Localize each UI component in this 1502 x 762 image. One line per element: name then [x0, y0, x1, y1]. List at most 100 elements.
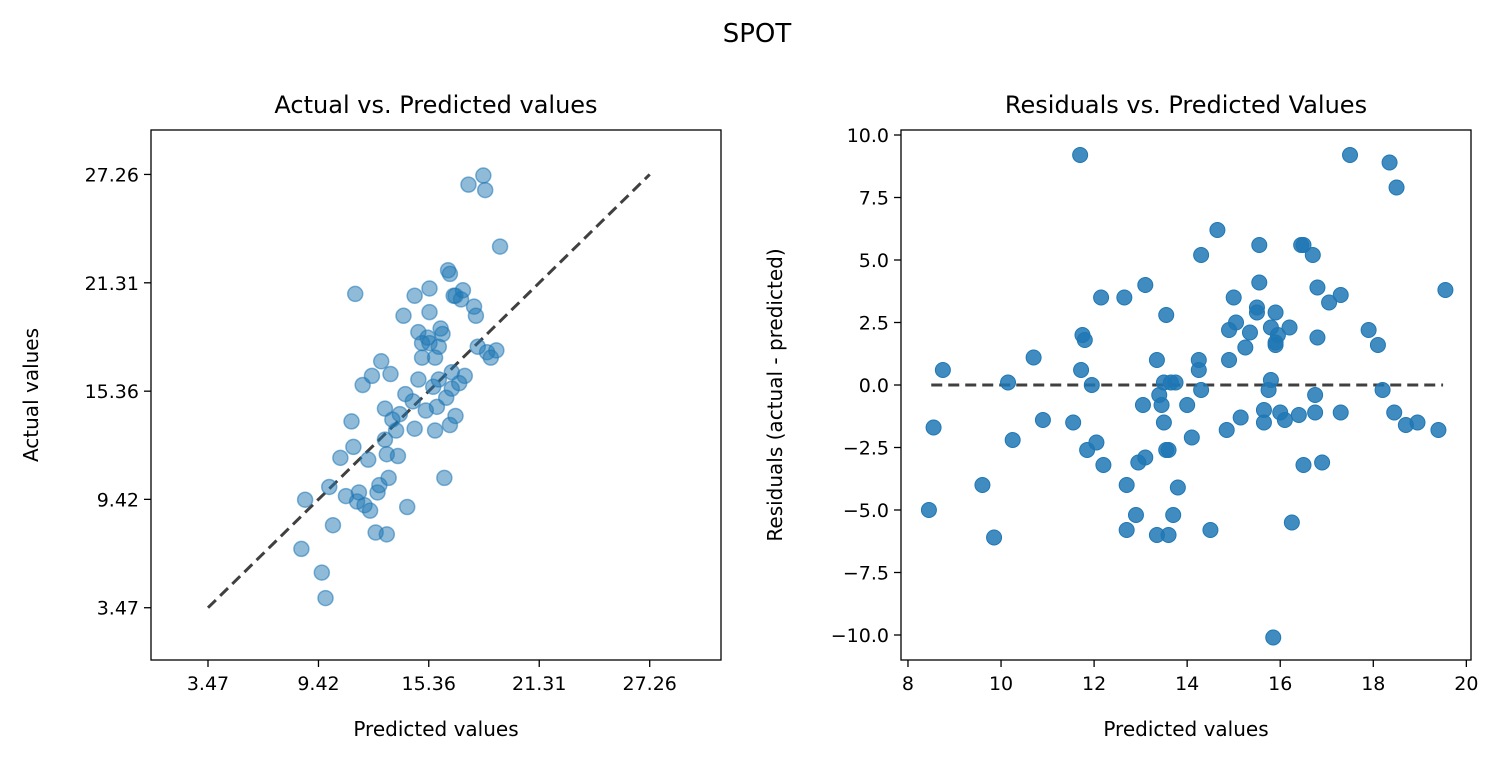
- right-x-tick-label: 10: [989, 673, 1013, 695]
- right-scatter-point: [1221, 352, 1238, 368]
- left-scatter-point: [421, 280, 438, 297]
- right-y-tick-label: 2.5: [859, 313, 889, 335]
- right-scatter-point: [1295, 237, 1312, 253]
- right-scatter-point: [1193, 382, 1210, 398]
- left-scatter-point: [293, 540, 310, 558]
- right-scatter-point: [1095, 457, 1112, 473]
- right-scatter-point: [1118, 477, 1135, 493]
- right-scatter-point: [1158, 307, 1175, 323]
- right-scatter-point: [925, 419, 942, 436]
- left-scatter-point: [317, 589, 334, 607]
- left-scatter-point: [313, 564, 331, 581]
- right-scatter-point: [1093, 289, 1110, 306]
- right-scatter-point: [1025, 349, 1042, 366]
- left-scatter-point: [324, 516, 342, 534]
- right-scatter-point: [1165, 507, 1182, 523]
- right-y-tick-label: −5.0: [843, 500, 889, 522]
- right-x-tick-label: 16: [1268, 673, 1292, 695]
- left-scatter-point: [467, 307, 485, 325]
- right-scatter-point: [1241, 324, 1258, 341]
- left-scatter-point: [488, 342, 505, 359]
- residuals-vs-predicted-panel: Residuals vs. Predicted Values 8 10 12 14 16…: [763, 91, 1478, 741]
- left-scatter-point: [382, 365, 399, 383]
- right-y-axis-label: Residuals (actual - predicted): [763, 248, 787, 541]
- left-scatter-point: [476, 181, 494, 199]
- right-scatter-point: [1190, 362, 1207, 378]
- left-scatter-point: [426, 422, 444, 439]
- right-scatter-point: [1437, 282, 1454, 298]
- right-scatter-point: [1137, 449, 1154, 466]
- right-x-tick-label: 8: [902, 673, 914, 695]
- left-scatter-point: [387, 422, 405, 439]
- right-scatter-point: [1134, 397, 1151, 413]
- left-scatter-point: [320, 478, 338, 496]
- right-y-tick-label: 5.0: [859, 250, 889, 272]
- left-scatter-point: [475, 167, 492, 184]
- left-scatter-point: [372, 353, 390, 370]
- right-scatter-point: [1034, 412, 1051, 428]
- left-y-tick-label: 9.42: [97, 489, 139, 511]
- right-scatter-point: [1304, 247, 1321, 263]
- right-scatter-point: [1148, 352, 1165, 368]
- left-x-axis-label: Predicted values: [353, 717, 518, 741]
- right-scatter-point: [1193, 247, 1210, 263]
- right-scatter-point: [974, 477, 991, 493]
- figure-suptitle: SPOT: [723, 19, 792, 49]
- right-scatter-point: [1267, 304, 1284, 321]
- right-scatter-point: [1281, 319, 1298, 336]
- left-scatter-point: [361, 502, 379, 519]
- right-scatter-point: [1004, 432, 1021, 448]
- left-scatter-point: [430, 371, 448, 388]
- right-scatter-point: [1276, 412, 1293, 428]
- right-x-axis-label: Predicted values: [1103, 717, 1268, 741]
- left-scatter-point: [343, 413, 360, 430]
- right-x-tick-label: 18: [1361, 673, 1385, 695]
- right-scatter-point: [1265, 629, 1282, 646]
- right-y-tick-label: 10.0: [847, 125, 889, 147]
- left-scatter-point: [460, 176, 477, 193]
- right-scatter-point: [1332, 287, 1349, 303]
- right-scatter-point: [986, 529, 1003, 546]
- right-scatter-point: [1332, 404, 1349, 421]
- left-scatter-point: [378, 526, 396, 543]
- left-scatter-point: [380, 469, 397, 487]
- right-scatter-point: [1321, 294, 1338, 311]
- right-scatter-point: [1076, 332, 1093, 348]
- left-y-tick-label: 15.36: [85, 381, 139, 403]
- left-x-tick-label: 3.47: [187, 673, 229, 695]
- left-scatter-point: [391, 405, 409, 423]
- left-scatter-point: [296, 491, 314, 508]
- left-x-tick-label: 15.36: [402, 673, 456, 695]
- right-scatter-point: [1179, 397, 1196, 413]
- left-scatter-point: [359, 451, 377, 468]
- left-axes-frame: [150, 129, 722, 661]
- left-axes-ticks: 3.47 9.42 15.36 21.31 27.26 3.47 9.42 15.36 21.3…: [85, 164, 677, 695]
- right-scatter-point: [1160, 527, 1177, 543]
- right-scatter-point: [1386, 404, 1403, 421]
- left-panel-title: Actual vs. Predicted values: [274, 91, 597, 119]
- right-scatter-point: [1167, 374, 1184, 391]
- right-scatter-point: [1232, 409, 1249, 426]
- right-scatter-point: [1269, 327, 1286, 343]
- left-scatter-point: [404, 393, 422, 410]
- left-x-tick-label: 27.26: [623, 673, 677, 695]
- right-scatter-point: [1225, 289, 1242, 306]
- right-scatter-point: [1381, 154, 1398, 171]
- left-scatter-point: [345, 438, 362, 456]
- left-scatter-point: [447, 407, 464, 425]
- right-scatter-point: [1314, 454, 1331, 471]
- left-y-axis-label: Actual values: [19, 328, 43, 462]
- right-scatter-point: [1116, 289, 1133, 306]
- right-scatter-point: [1153, 397, 1170, 413]
- right-scatter-point: [1309, 329, 1326, 346]
- right-scatter-point: [1307, 387, 1324, 403]
- right-scatter-point: [1218, 422, 1235, 438]
- left-y-tick-label: 3.47: [97, 598, 139, 620]
- right-scatter-point: [1290, 407, 1307, 423]
- right-scatter-point: [1209, 222, 1226, 238]
- left-scatter-point: [332, 449, 349, 467]
- right-axes-frame: [900, 129, 1472, 661]
- left-scatter-points: [293, 167, 509, 607]
- right-scatter-point: [1251, 237, 1268, 253]
